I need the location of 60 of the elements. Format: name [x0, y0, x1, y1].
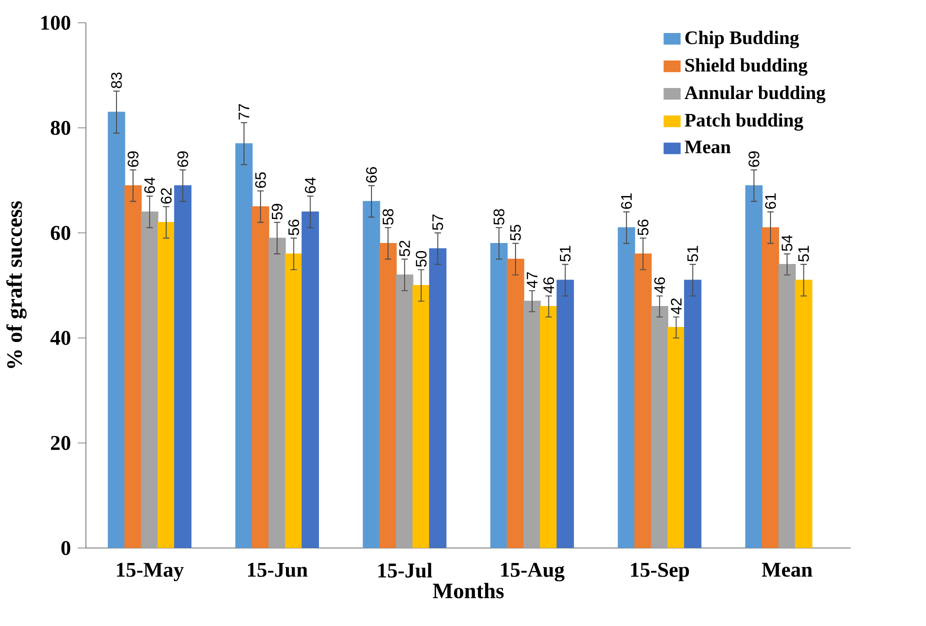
- bar: [158, 222, 175, 548]
- x-tick-label: 15-Sep: [631, 562, 689, 582]
- legend-label: Annular budding: [684, 86, 826, 104]
- data-label: 46: [654, 277, 665, 294]
- bar: [745, 185, 763, 548]
- bar: [540, 306, 558, 548]
- y-tick-label: 100: [41, 16, 70, 30]
- y-tick-label: 20: [50, 436, 70, 450]
- y-axis-title: % of graft success: [6, 201, 27, 368]
- data-label: 57: [432, 214, 444, 230]
- data-label: 77: [238, 104, 250, 120]
- data-label: 46: [543, 277, 554, 294]
- y-tick-label: 60: [50, 226, 70, 240]
- data-label: 56: [288, 220, 300, 236]
- data-label: 65: [255, 172, 266, 188]
- data-label: 58: [382, 209, 394, 225]
- x-axis-title: Months: [432, 582, 504, 598]
- legend-label: Chip Budding: [685, 30, 799, 48]
- bar: [618, 227, 636, 548]
- bar: [668, 327, 685, 548]
- bar: [235, 143, 253, 548]
- data-label: 62: [160, 188, 172, 204]
- data-label: 64: [304, 177, 316, 194]
- x-tick-label: 15-May: [117, 562, 184, 582]
- data-label: 50: [416, 251, 427, 267]
- bar: [108, 112, 126, 548]
- data-label: 61: [621, 193, 632, 209]
- bar: [490, 243, 508, 548]
- bar: [285, 254, 302, 548]
- y-tick-label: 40: [50, 330, 70, 345]
- data-label: 69: [748, 151, 760, 167]
- data-label: 83: [111, 72, 122, 88]
- bar: [362, 200, 380, 548]
- bar: [795, 280, 812, 548]
- data-label: 58: [494, 209, 504, 225]
- legend-label: Shield budding: [685, 58, 808, 76]
- x-tick-label: 15-Jul: [378, 562, 432, 578]
- data-label: 61: [765, 193, 776, 209]
- y-tick-label: 80: [50, 120, 70, 135]
- bar: [412, 285, 430, 548]
- data-label: 55: [510, 224, 521, 241]
- data-label: 42: [670, 298, 682, 314]
- data-label: 64: [144, 177, 156, 194]
- data-label: 59: [272, 204, 283, 220]
- data-label: 66: [366, 167, 377, 183]
- y-tick-label: 0: [61, 540, 70, 556]
- x-tick-label: 15-Jun: [248, 562, 308, 577]
- data-label: 51: [687, 246, 698, 262]
- data-label: 52: [399, 240, 410, 256]
- data-label: 51: [560, 246, 571, 262]
- data-label: 69: [128, 151, 138, 167]
- legend-label: Mean: [684, 140, 731, 154]
- data-label: 56: [638, 220, 648, 236]
- x-tick-label: Mean: [762, 562, 812, 577]
- data-label: 54: [782, 235, 792, 252]
- data-label: 47: [526, 272, 538, 288]
- legend-label: Patch budding: [684, 113, 804, 131]
- data-label: 69: [177, 151, 188, 167]
- data-label: 51: [798, 246, 809, 262]
- x-tick-label: 15-Aug: [501, 562, 564, 582]
